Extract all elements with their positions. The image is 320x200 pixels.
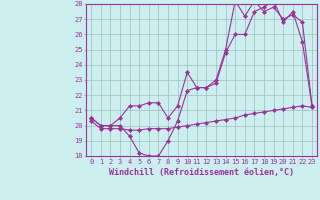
X-axis label: Windchill (Refroidissement éolien,°C): Windchill (Refroidissement éolien,°C): [109, 168, 294, 177]
